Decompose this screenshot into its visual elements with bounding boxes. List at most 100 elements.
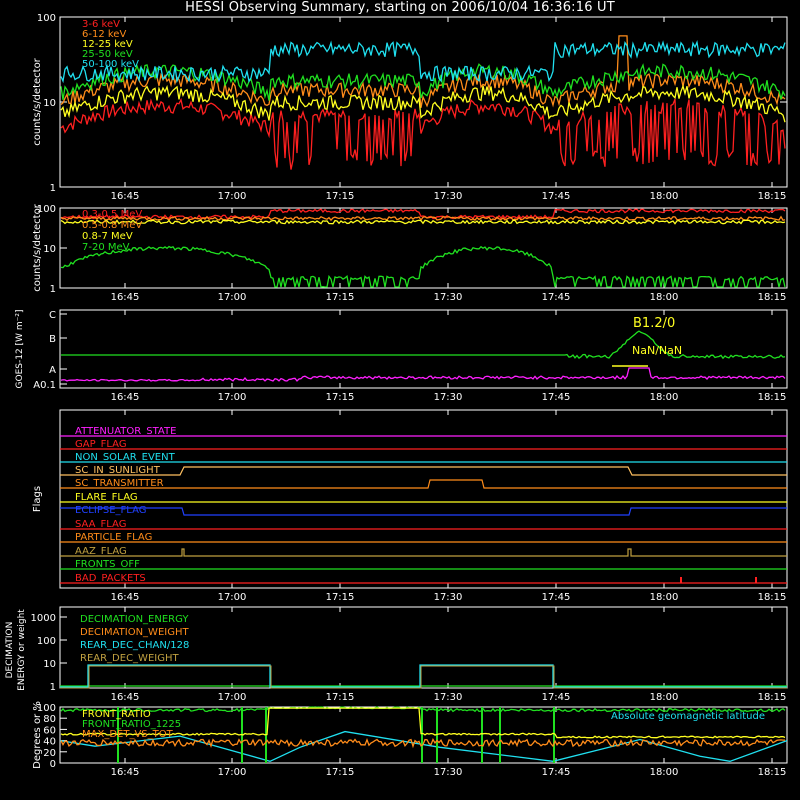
x-tick-label: 16:45 — [111, 392, 140, 403]
panel-frame — [59, 16, 788, 188]
x-tick-label: 17:15 — [326, 767, 355, 778]
x-tick-label: 17:45 — [542, 392, 571, 403]
x-tick-label: 17:00 — [218, 392, 247, 403]
x-tick-label: 18:15 — [758, 392, 787, 403]
legend-entry: MAX_DET_VS_TOT — [82, 729, 174, 740]
series-line — [60, 35, 786, 108]
series-line — [60, 737, 786, 749]
x-tick-label: 16:45 — [111, 692, 140, 703]
y-tick-label: 100 — [37, 703, 56, 714]
legend-entry: 12-25 keV — [82, 39, 133, 50]
x-tick-label: 18:00 — [650, 592, 679, 603]
x-tick-label: 17:30 — [434, 692, 463, 703]
x-tick-label: 17:00 — [218, 592, 247, 603]
flag-line — [60, 507, 787, 516]
x-tick-label: 17:15 — [326, 292, 355, 303]
y-tick-label: C — [49, 310, 56, 321]
flag-label: ATTENUATOR_STATE — [75, 426, 176, 437]
y-tick-label: 20 — [43, 748, 56, 759]
panel-frame — [59, 309, 788, 389]
x-tick-label: 17:00 — [218, 767, 247, 778]
y-tick-label: 1 — [50, 183, 56, 194]
legend-entry: FRONT_RATIO_1225 — [82, 719, 181, 730]
series-line — [60, 39, 786, 84]
flag-label: NON_SOLAR_EVENT — [75, 452, 176, 463]
x-tick-label: 18:00 — [650, 767, 679, 778]
x-tick-label: 16:45 — [111, 592, 140, 603]
panel-frame — [59, 706, 788, 764]
y-tick-label: 1 — [50, 682, 56, 693]
legend-entry: REAR_DEC_WEIGHT — [80, 653, 179, 664]
legend-entry: 3-6 keV — [82, 19, 120, 30]
x-tick-label: 18:15 — [758, 692, 787, 703]
y-axis-label: Degrees or % — [32, 701, 43, 769]
series-line — [60, 665, 787, 689]
series-line — [60, 245, 786, 290]
y-tick-label: 40 — [43, 737, 56, 748]
y-tick-label: B — [49, 334, 56, 345]
flag-label: FLARE_FLAG — [75, 492, 138, 503]
y-tick-label: 1000 — [31, 613, 56, 624]
legend-entry: 0.3-0.5 MeV — [82, 209, 142, 220]
series-line — [60, 208, 786, 220]
y-axis-label: counts/s/detector — [32, 57, 43, 145]
x-tick-label: 18:00 — [650, 292, 679, 303]
y-tick-label: A0.1 — [33, 380, 56, 391]
x-tick-label: 18:00 — [650, 692, 679, 703]
flag-label: BAD_PACKETS — [75, 573, 146, 584]
x-tick-label: 17:45 — [542, 592, 571, 603]
x-tick-label: 18:00 — [650, 191, 679, 202]
y-axis-label: Flags — [32, 486, 43, 512]
x-tick-label: 17:15 — [326, 592, 355, 603]
x-tick-label: 17:15 — [326, 191, 355, 202]
legend-entry: 25-50 keV — [82, 49, 133, 60]
goes-nan-label: NaN/NaN — [632, 344, 682, 357]
x-tick-label: 17:00 — [218, 191, 247, 202]
series-line — [60, 707, 786, 739]
y-tick-label: 10 — [43, 98, 56, 109]
legend-entry: 0.5-0.8 MeV — [82, 220, 142, 231]
y-tick-label: 10 — [43, 244, 56, 255]
series-line — [61, 330, 786, 360]
panel-frame — [59, 409, 788, 589]
y-tick-label: 100 — [37, 13, 56, 24]
series-line — [60, 367, 786, 382]
x-tick-label: 16:45 — [111, 191, 140, 202]
x-tick-label: 18:15 — [758, 592, 787, 603]
x-tick-label: 17:45 — [542, 191, 571, 202]
panel-frame — [59, 606, 788, 689]
flag-label: SAA_FLAG — [75, 519, 126, 530]
flag-line — [60, 548, 787, 557]
flag-label: SC_IN_SUNLIGHT — [75, 465, 161, 476]
goes-class-label: B1.2/0 — [633, 316, 675, 331]
x-tick-label: 17:15 — [326, 392, 355, 403]
legend-entry: 7-20 MeV — [82, 242, 130, 253]
x-tick-label: 18:15 — [758, 767, 787, 778]
flag-label: GAP_FLAG — [75, 439, 127, 450]
x-tick-label: 17:15 — [326, 692, 355, 703]
x-tick-label: 17:30 — [434, 592, 463, 603]
y-tick-label: A — [49, 365, 56, 376]
x-tick-label: 16:45 — [111, 292, 140, 303]
y-axis-label: ENERGY or weight — [17, 609, 27, 691]
legend-entry: DECIMATION_ENERGY — [80, 614, 189, 625]
series-line — [60, 84, 786, 123]
flag-label: PARTICLE_FLAG — [75, 532, 152, 543]
y-tick-label: 1 — [50, 284, 56, 295]
y-tick-label: 10 — [43, 659, 56, 670]
x-tick-label: 17:30 — [434, 767, 463, 778]
y-tick-label: 60 — [43, 725, 56, 736]
legend-entry: 6-12 keV — [82, 29, 126, 40]
x-tick-label: 17:30 — [434, 292, 463, 303]
x-tick-label: 18:15 — [758, 191, 787, 202]
legend-entry: FRONT_RATIO — [82, 709, 151, 720]
legend-entry: REAR_DEC_CHAN/128 — [80, 640, 189, 651]
flag-line — [60, 466, 787, 476]
y-tick-label: 80 — [43, 714, 56, 725]
y-tick-label: 100 — [37, 636, 56, 647]
flag-label: AAZ_FLAG — [75, 546, 127, 557]
x-tick-label: 17:30 — [434, 191, 463, 202]
x-tick-label: 18:15 — [758, 292, 787, 303]
latitude-label: Absolute geomagnetic latitude — [611, 711, 765, 722]
